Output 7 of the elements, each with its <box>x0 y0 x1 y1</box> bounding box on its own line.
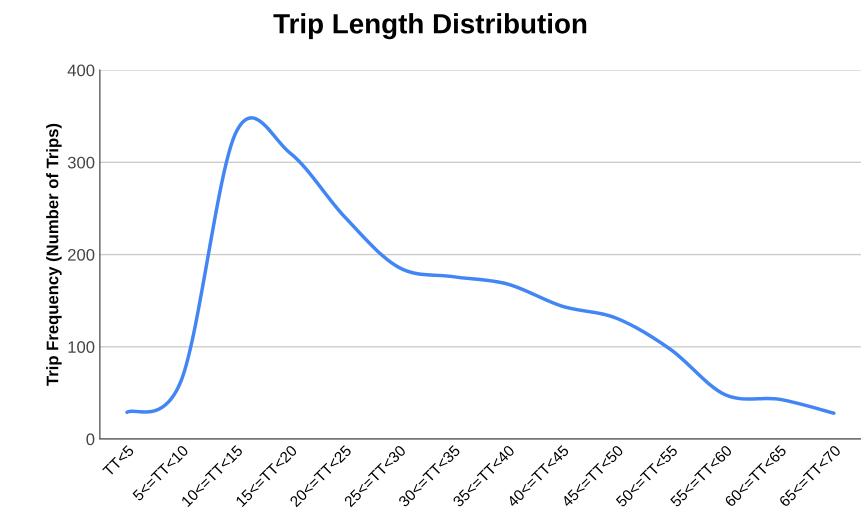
y-tick-label: 300 <box>68 156 94 169</box>
y-axis-title: Trip Frequency (Number of Trips) <box>46 124 62 386</box>
chart-title: Trip Length Distribution <box>273 13 586 40</box>
y-tick-label: 200 <box>68 248 94 261</box>
y-tick-label: 100 <box>68 341 94 353</box>
y-tick-label: 400 <box>68 64 94 76</box>
y-tick-label: 0 <box>86 433 94 446</box>
